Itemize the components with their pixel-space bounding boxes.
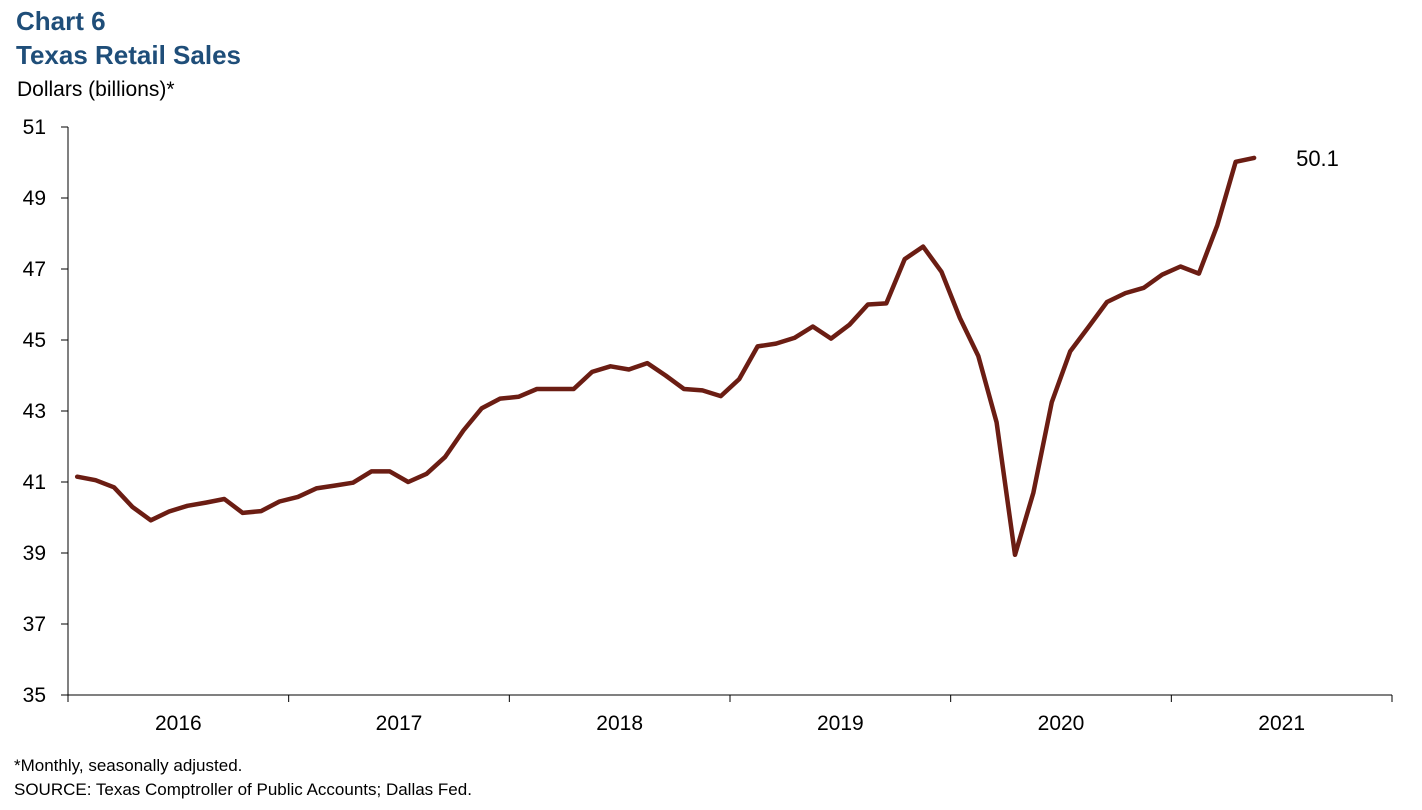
- chart-notes: *Monthly, seasonally adjusted. SOURCE: T…: [14, 754, 472, 802]
- footnote: *Monthly, seasonally adjusted.: [14, 756, 243, 775]
- y-tick-label: 43: [23, 400, 46, 423]
- y-tick-label: 51: [23, 116, 46, 139]
- chart-axes: [67, 127, 1392, 696]
- retail-sales-line: [74, 155, 1257, 558]
- y-axis-unit-label: Dollars (billions)*: [17, 78, 175, 101]
- chart-label: Chart 6: [16, 6, 106, 36]
- y-axis: 35 37 39 41 43 45 47 49 51: [23, 116, 68, 707]
- y-tick-label: 37: [23, 613, 46, 636]
- y-tick-label: 49: [23, 187, 46, 210]
- end-value-label: 50.1: [1296, 146, 1339, 171]
- source-note: SOURCE: Texas Comptroller of Public Acco…: [14, 780, 472, 799]
- x-tick-label: 2018: [596, 712, 643, 735]
- y-tick-label: 41: [23, 471, 46, 494]
- x-tick-label: 2016: [155, 712, 202, 735]
- y-tick-label: 45: [23, 329, 46, 352]
- y-tick-label: 35: [23, 684, 46, 707]
- x-axis: 2016 2017 2018 2019 2020 2021: [67, 695, 1393, 735]
- series-group: [74, 155, 1257, 558]
- x-tick-label: 2019: [817, 712, 864, 735]
- x-tick-label: 2017: [376, 712, 423, 735]
- x-tick-label: 2021: [1258, 712, 1305, 735]
- y-tick-label: 47: [23, 258, 46, 281]
- annotations: 50.1: [1296, 146, 1339, 171]
- y-tick-label: 39: [23, 542, 46, 565]
- x-tick-label: 2020: [1038, 712, 1085, 735]
- chart-title: Texas Retail Sales: [16, 40, 241, 70]
